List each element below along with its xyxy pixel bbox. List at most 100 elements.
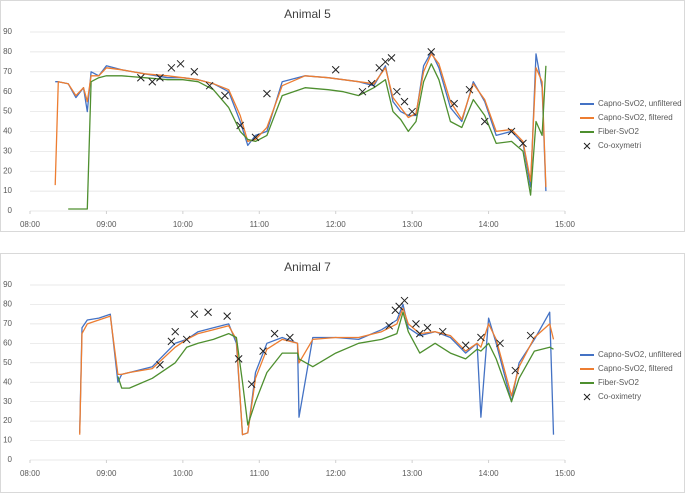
y-tick-label: 70	[3, 67, 12, 76]
co-oximetry-point	[259, 347, 267, 355]
data-line	[117, 311, 554, 426]
co-oximetry-point	[263, 89, 271, 98]
chart-frame	[0, 0, 685, 232]
legend-swatch	[583, 142, 591, 150]
co-oximetry-point	[190, 310, 199, 319]
co-oximetry-point	[465, 85, 474, 94]
co-oximetry-point	[408, 107, 416, 116]
chart-frame	[0, 253, 685, 493]
co-oximetry-point	[423, 323, 432, 332]
co-oximetry-point	[270, 329, 279, 338]
co-oximetry-point	[519, 139, 527, 148]
x-tick-label: 14:00	[479, 220, 500, 229]
y-tick-label: 90	[3, 280, 12, 289]
co-oximetry-point	[400, 296, 409, 305]
co-oximetry-point	[156, 73, 164, 82]
legend-swatch	[583, 393, 591, 401]
co-oximetry-point	[427, 48, 436, 56]
y-tick-label: 80	[3, 300, 12, 309]
co-oximetry-point	[251, 133, 260, 142]
x-tick-label: 15:00	[555, 469, 576, 478]
data-line	[79, 307, 555, 436]
x-tick-label: 10:00	[173, 220, 194, 229]
co-oximetry-point	[136, 73, 145, 82]
x-tick-label: 13:00	[402, 220, 423, 229]
legend-label: Capno-SvO2, filtered	[598, 364, 673, 373]
y-tick-label: 60	[3, 87, 12, 96]
co-oximetry-point	[496, 339, 504, 348]
co-oximetry-point	[375, 63, 384, 72]
y-tick-label: 0	[8, 206, 13, 215]
chart-title: Animal 5	[284, 7, 331, 21]
y-tick-label: 70	[3, 319, 12, 328]
data-line	[68, 63, 547, 210]
co-oximetry-point	[223, 312, 232, 320]
co-oximetry-point	[526, 331, 535, 340]
co-oximetry-point	[190, 67, 199, 76]
co-oximetry-point	[400, 97, 409, 106]
y-tick-label: 80	[3, 47, 12, 56]
x-tick-label: 11:00	[250, 469, 270, 478]
legend-label: Fiber-SvO2	[598, 378, 639, 387]
legend-label: Co-oximetry	[598, 392, 641, 401]
y-tick-label: 20	[3, 416, 12, 425]
legend-label: Co-oxymetri	[598, 141, 641, 150]
co-oximetry-point	[205, 81, 214, 90]
y-tick-label: 40	[3, 127, 12, 136]
legend-label: Fiber-SvO2	[598, 127, 639, 136]
co-oximetry-point	[286, 333, 294, 342]
y-tick-label: 10	[3, 436, 12, 445]
co-oximetry-point	[415, 329, 424, 338]
y-tick-label: 30	[3, 146, 12, 155]
co-oximetry-point	[221, 91, 229, 100]
x-tick-label: 09:00	[96, 220, 117, 229]
x-tick-label: 12:00	[326, 220, 347, 229]
x-tick-label: 10:00	[173, 469, 194, 478]
co-oximetry-point	[507, 127, 516, 136]
y-tick-label: 40	[3, 377, 12, 386]
y-tick-label: 60	[3, 338, 12, 347]
co-oximetry-point	[167, 63, 176, 72]
x-tick-label: 11:00	[250, 220, 270, 229]
y-tick-label: 30	[3, 397, 12, 406]
co-oximetry-point	[236, 121, 245, 130]
co-oximetry-point	[477, 333, 485, 342]
co-oximetry-point	[412, 320, 420, 328]
x-tick-label: 08:00	[20, 220, 41, 229]
y-tick-label: 50	[3, 107, 12, 116]
x-tick-label: 12:00	[326, 469, 347, 478]
y-tick-label: 50	[3, 358, 12, 367]
legend-label: Capno-SvO2, unfiltered	[598, 350, 682, 359]
co-oximetry-point	[148, 77, 157, 86]
co-oximetry-point	[182, 335, 191, 344]
co-oximetry-point	[247, 380, 256, 389]
x-tick-label: 09:00	[96, 469, 117, 478]
co-oximetry-point	[171, 327, 180, 336]
co-oximetry-point	[385, 321, 394, 330]
co-oximetry-point	[358, 87, 367, 96]
co-oximetry-point	[387, 54, 396, 62]
y-tick-label: 0	[8, 455, 13, 464]
x-tick-label: 14:00	[479, 469, 500, 478]
legend-label: Capno-SvO2, filtered	[598, 113, 673, 122]
y-tick-label: 10	[3, 186, 12, 195]
co-oximetry-point	[438, 327, 447, 336]
co-oximetry-point	[204, 308, 212, 317]
co-oximetry-point	[381, 57, 390, 66]
co-oximetry-point	[480, 117, 489, 126]
co-oximetry-point	[461, 341, 470, 350]
co-oximetry-point	[511, 366, 520, 375]
co-oximetry-point	[167, 337, 176, 346]
co-oximetry-point	[450, 99, 459, 108]
co-oximetry-point	[156, 360, 164, 369]
co-oximetry-point	[176, 59, 185, 68]
y-tick-label: 20	[3, 166, 12, 175]
co-oximetry-point	[234, 355, 243, 363]
co-oximetry-point	[367, 79, 376, 88]
co-oximetry-point	[331, 65, 340, 74]
x-tick-label: 08:00	[20, 469, 41, 478]
y-tick-label: 90	[3, 27, 12, 36]
x-tick-label: 13:00	[402, 469, 423, 478]
data-line	[54, 53, 547, 188]
